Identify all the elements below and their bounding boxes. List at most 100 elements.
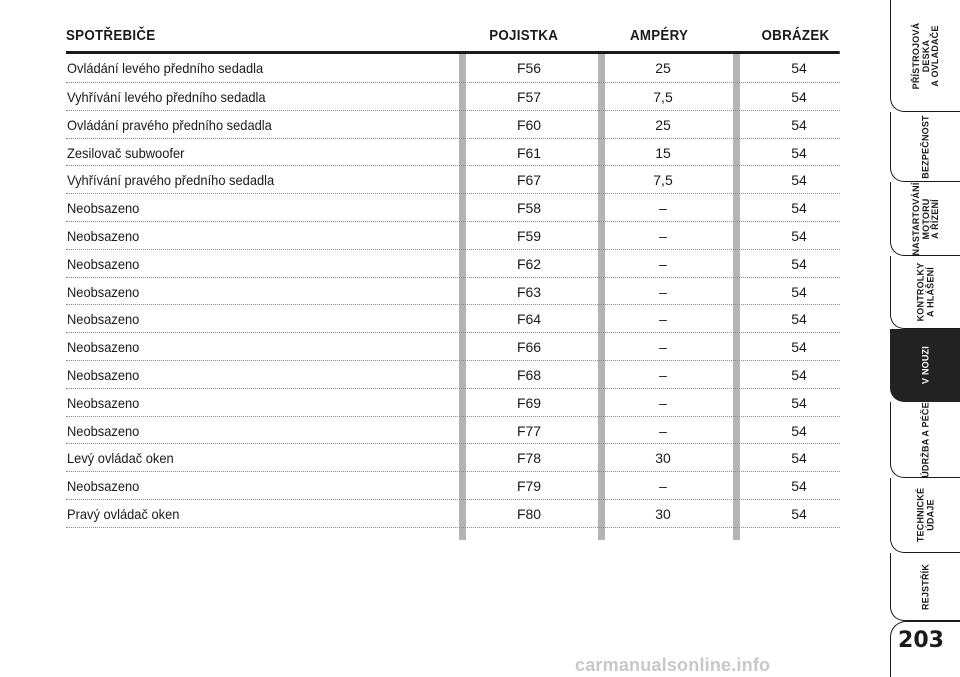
cell-consumer: Neobsazeno bbox=[67, 478, 140, 495]
cell-amperes: – bbox=[659, 311, 667, 328]
cell-figure: 54 bbox=[791, 311, 807, 328]
table-row: Pravý ovládač oken F80 30 54 bbox=[66, 500, 840, 528]
cell-fuse: F64 bbox=[516, 311, 542, 328]
table-row: Ovládání pravého předního sedadla F60 25 54 bbox=[66, 111, 840, 139]
section-tabs: PŘÍSTROJOVÁ DESKA A OVLADAČE BEZPEČNOST NA… bbox=[890, 0, 960, 677]
header-consumers: SPOTŘEBIČE bbox=[66, 28, 156, 44]
cell-amperes: 25 bbox=[655, 116, 671, 133]
cell-consumer: Neobsazeno bbox=[67, 339, 140, 356]
cell-figure: 54 bbox=[791, 283, 807, 300]
header-amperes: AMPÉRY bbox=[629, 28, 689, 44]
section-tab-label: PŘÍSTROJOVÁ DESKA A OVLADAČE bbox=[910, 22, 940, 89]
table-row: Neobsazeno F62 – 54 bbox=[66, 250, 840, 278]
table-row: Neobsazeno F64 – 54 bbox=[66, 305, 840, 334]
cell-consumer: Ovládání pravého předního sedadla bbox=[67, 116, 272, 133]
cell-figure: 54 bbox=[791, 255, 807, 272]
cell-consumer: Neobsazeno bbox=[67, 311, 140, 328]
cell-figure: 54 bbox=[791, 60, 807, 76]
section-tab[interactable]: ÚDRŽBA A PÉČE bbox=[890, 402, 960, 478]
cell-amperes: 25 bbox=[655, 60, 671, 76]
cell-amperes: – bbox=[659, 255, 667, 272]
cell-consumer: Ovládání levého předního sedadla bbox=[67, 60, 264, 76]
cell-amperes: – bbox=[659, 339, 667, 356]
cell-figure: 54 bbox=[791, 478, 807, 495]
table-row: Neobsazeno F68 – 54 bbox=[66, 361, 840, 389]
cell-figure: 54 bbox=[791, 366, 807, 383]
cell-amperes: 15 bbox=[655, 144, 671, 161]
cell-consumer: Vyhřívání levého předního sedadla bbox=[67, 89, 266, 105]
table-header: SPOTŘEBIČE POJISTKA AMPÉRY OBRÁZEK bbox=[66, 24, 840, 54]
cell-figure: 54 bbox=[791, 339, 807, 356]
section-tab[interactable]: TECHNICKÉ ÚDAJE bbox=[890, 478, 960, 553]
cell-consumer: Pravý ovládač oken bbox=[67, 505, 180, 522]
cell-amperes: 30 bbox=[655, 450, 671, 467]
cell-figure: 54 bbox=[791, 172, 807, 189]
section-tab[interactable]: REJSTŘÍK bbox=[890, 553, 960, 621]
column-separator bbox=[459, 54, 466, 540]
column-separator bbox=[598, 54, 605, 540]
cell-consumer: Neobsazeno bbox=[67, 255, 140, 272]
cell-consumer: Neobsazeno bbox=[67, 227, 140, 244]
cell-fuse: F67 bbox=[516, 172, 542, 189]
table-row: Neobsazeno F66 – 54 bbox=[66, 333, 840, 361]
header-figure: OBRÁZEK bbox=[761, 28, 830, 44]
cell-consumer: Vyhřívání pravého předního sedadla bbox=[67, 172, 275, 189]
cell-consumer: Neobsazeno bbox=[67, 283, 140, 300]
header-fuse: POJISTKA bbox=[489, 28, 559, 44]
table-row: Neobsazeno F63 – 54 bbox=[66, 278, 840, 306]
cell-figure: 54 bbox=[791, 200, 807, 217]
cell-fuse: F66 bbox=[516, 339, 542, 356]
table-row: Levý ovládač oken F78 30 54 bbox=[66, 444, 840, 473]
cell-fuse: F69 bbox=[516, 394, 542, 411]
watermark: carmanualsonline.info bbox=[575, 655, 771, 675]
cell-fuse: F59 bbox=[516, 227, 542, 244]
cell-amperes: 7,5 bbox=[653, 89, 673, 105]
cell-fuse: F77 bbox=[516, 422, 542, 439]
section-tab-label: KONTROLKY A HLÁŠENÍ bbox=[915, 262, 935, 322]
cell-figure: 54 bbox=[791, 89, 807, 105]
cell-figure: 54 bbox=[791, 394, 807, 411]
section-tab-label: V NOUZI bbox=[919, 346, 930, 384]
table-row: Neobsazeno F69 – 54 bbox=[66, 389, 840, 417]
page-number: 203 bbox=[898, 628, 944, 653]
cell-figure: 54 bbox=[791, 227, 807, 244]
cell-fuse: F63 bbox=[516, 283, 542, 300]
cell-amperes: – bbox=[659, 422, 667, 439]
section-tab-label: BEZPEČNOST bbox=[919, 114, 930, 179]
cell-consumer: Neobsazeno bbox=[67, 200, 140, 217]
table-row: Neobsazeno F79 – 54 bbox=[66, 472, 840, 500]
cell-consumer: Levý ovládač oken bbox=[67, 450, 174, 467]
section-tab[interactable]: BEZPEČNOST bbox=[890, 112, 960, 182]
cell-consumer: Neobsazeno bbox=[67, 394, 140, 411]
cell-fuse: F57 bbox=[516, 89, 542, 105]
cell-figure: 54 bbox=[791, 144, 807, 161]
cell-amperes: – bbox=[659, 394, 667, 411]
section-tab-label: ÚDRŽBA A PÉČE bbox=[919, 401, 930, 478]
cell-amperes: – bbox=[659, 200, 667, 217]
cell-amperes: – bbox=[659, 366, 667, 383]
section-tab[interactable]: NASTARTOVÁNÍ MOTORU A ŘÍZENÍ bbox=[890, 182, 960, 256]
cell-fuse: F58 bbox=[516, 200, 542, 217]
table-body: Ovládání levého předního sedadla F56 25 54 V… bbox=[66, 54, 840, 528]
cell-figure: 54 bbox=[791, 450, 807, 467]
section-tab-label: REJSTŘÍK bbox=[919, 563, 930, 610]
table-row: Ovládání levého předního sedadla F56 25 54 bbox=[66, 54, 840, 83]
cell-consumer: Neobsazeno bbox=[67, 422, 140, 439]
cell-figure: 54 bbox=[791, 422, 807, 439]
cell-amperes: 30 bbox=[655, 505, 671, 522]
page-number-box: 203 bbox=[890, 621, 960, 677]
cell-fuse: F78 bbox=[516, 450, 542, 467]
section-tab[interactable]: KONTROLKY A HLÁŠENÍ bbox=[890, 256, 960, 329]
table-row: Vyhřívání pravého předního sedadla F67 7,5… bbox=[66, 166, 840, 195]
cell-fuse: F79 bbox=[516, 478, 542, 495]
cell-amperes: 7,5 bbox=[653, 172, 673, 189]
fuse-table: SPOTŘEBIČE POJISTKA AMPÉRY OBRÁZEK Ovlád… bbox=[66, 24, 840, 540]
section-tab[interactable]: V NOUZI bbox=[890, 329, 960, 402]
section-tab[interactable]: PŘÍSTROJOVÁ DESKA A OVLADAČE bbox=[890, 0, 960, 112]
column-separator bbox=[733, 54, 740, 540]
table-row: Zesilovač subwoofer F61 15 54 bbox=[66, 139, 840, 167]
section-tab-label: TECHNICKÉ ÚDAJE bbox=[915, 487, 935, 543]
cell-fuse: F56 bbox=[516, 60, 542, 76]
cell-fuse: F62 bbox=[516, 255, 542, 272]
cell-fuse: F80 bbox=[516, 505, 542, 522]
